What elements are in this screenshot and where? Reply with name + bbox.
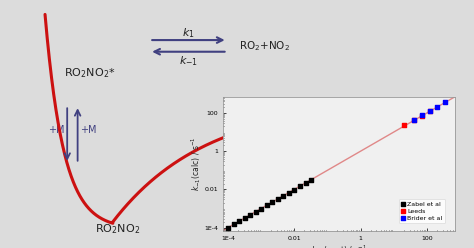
Y-axis label: $k_{-1}$(calc) / s$^{-1}$: $k_{-1}$(calc) / s$^{-1}$ — [189, 136, 202, 191]
Text: RO$_2$+NO$_2$: RO$_2$+NO$_2$ — [238, 39, 290, 53]
Zabel et al — [280, 194, 287, 198]
Zabel et al — [257, 207, 265, 211]
Text: +M: +M — [80, 125, 96, 135]
Zabel et al — [274, 197, 282, 201]
Zabel et al — [246, 213, 254, 217]
Zabel et al — [224, 226, 232, 230]
Zabel et al — [236, 219, 243, 223]
Text: RO$_2$NO$_2$*: RO$_2$NO$_2$* — [64, 66, 115, 80]
Brider et al — [433, 105, 441, 109]
Zabel et al — [241, 216, 248, 220]
Brider et al — [410, 118, 418, 122]
X-axis label: $k_{-1}$(expt) / s$^{-1}$: $k_{-1}$(expt) / s$^{-1}$ — [311, 243, 367, 248]
Zabel et al — [252, 210, 259, 214]
Brider et al — [426, 109, 433, 113]
Legend: Zabel et al, Leeds, Brider et al: Zabel et al, Leeds, Brider et al — [399, 199, 445, 223]
Brider et al — [418, 113, 426, 117]
Leeds — [410, 118, 418, 122]
Leeds — [400, 124, 408, 127]
Leeds — [418, 114, 426, 118]
Brider et al — [441, 100, 449, 104]
Text: RO$_2$NO$_2$: RO$_2$NO$_2$ — [95, 222, 141, 236]
Leeds — [426, 109, 433, 113]
Zabel et al — [285, 191, 292, 195]
Zabel et al — [230, 222, 237, 226]
Text: $k_1$: $k_1$ — [182, 26, 195, 40]
Zabel et al — [269, 200, 276, 204]
Zabel et al — [296, 184, 304, 188]
Zabel et al — [302, 181, 310, 185]
Text: +M: +M — [48, 125, 65, 135]
Zabel et al — [263, 203, 271, 207]
Zabel et al — [307, 178, 315, 182]
Text: $k_{-1}$: $k_{-1}$ — [179, 54, 198, 68]
Zabel et al — [291, 187, 298, 191]
